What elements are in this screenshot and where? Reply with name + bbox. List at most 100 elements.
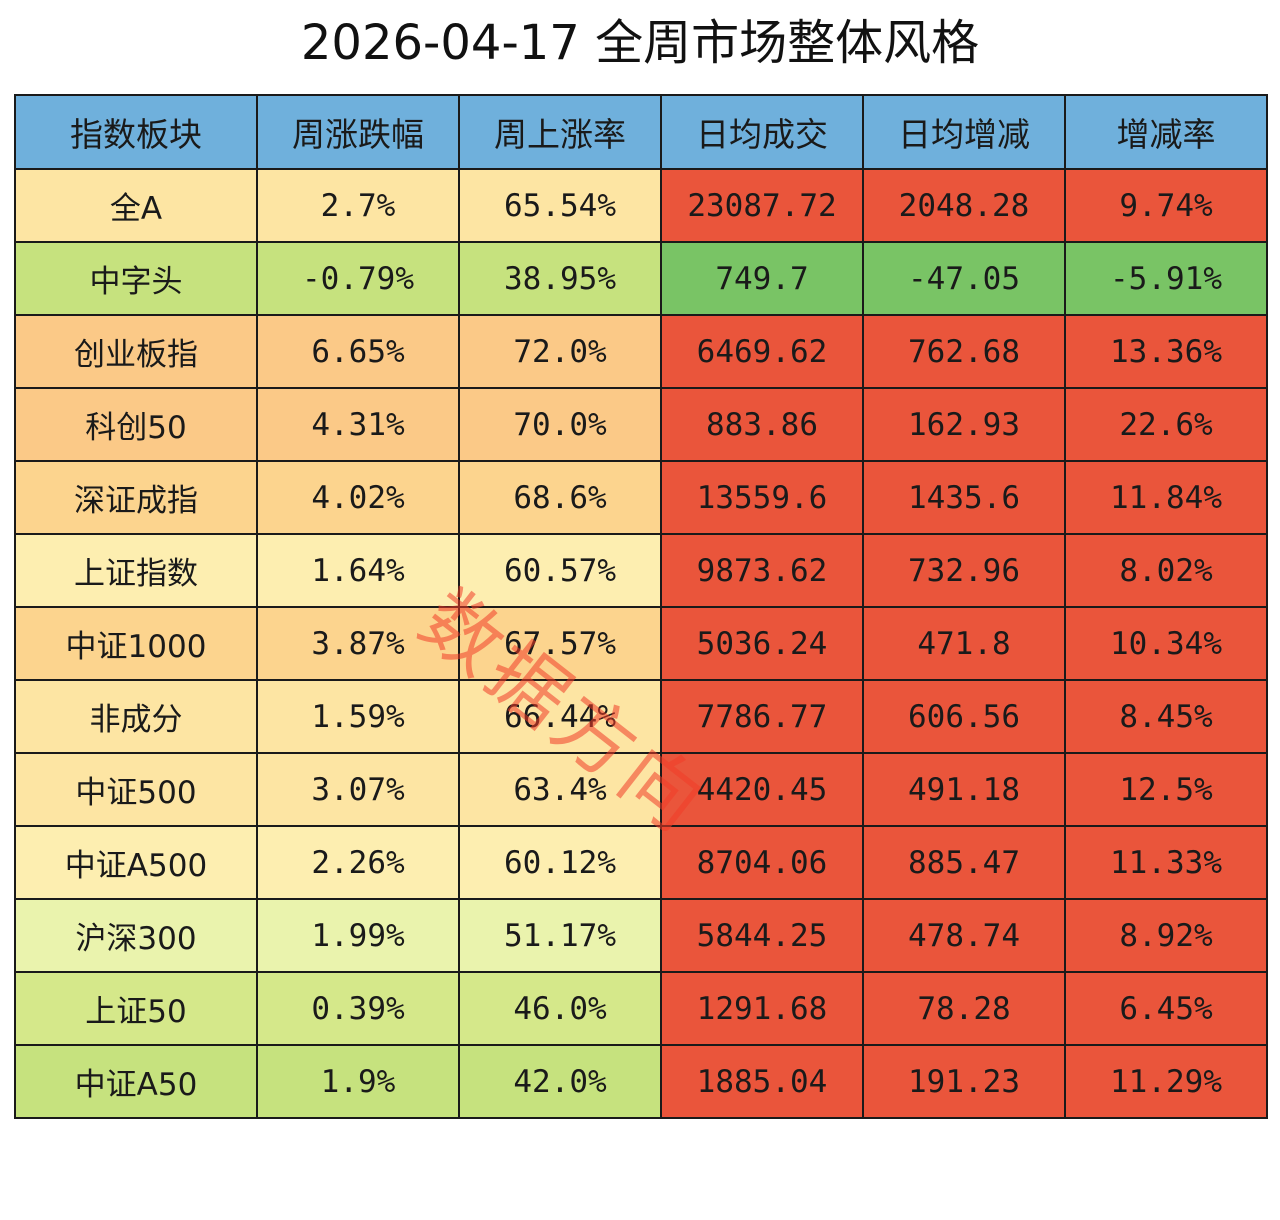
cell-delta-rate: 8.92% bbox=[1064, 898, 1268, 973]
cell-weekly-change: 3.07% bbox=[256, 752, 460, 827]
table-row: 全A 2.7% 65.54% 23087.72 2048.28 9.74% bbox=[14, 168, 1268, 243]
cell-delta-rate: 10.34% bbox=[1064, 606, 1268, 681]
table-row: 上证50 0.39% 46.0% 1291.68 78.28 6.45% bbox=[14, 971, 1268, 1046]
table-row: 中证500 3.07% 63.4% 4420.45 491.18 12.5% bbox=[14, 752, 1268, 827]
cell-avg-delta: 1435.6 bbox=[862, 460, 1066, 535]
cell-weekly-change: 2.7% bbox=[256, 168, 460, 243]
cell-index-name: 中证A50 bbox=[14, 1044, 258, 1119]
cell-avg-delta: -47.05 bbox=[862, 241, 1066, 316]
cell-index-name: 非成分 bbox=[14, 679, 258, 754]
header-index-sector: 指数板块 bbox=[14, 94, 258, 170]
table-row: 中字头 -0.79% 38.95% 749.7 -47.05 -5.91% bbox=[14, 241, 1268, 316]
cell-avg-volume: 883.86 bbox=[660, 387, 864, 462]
cell-weekly-change: 2.26% bbox=[256, 825, 460, 900]
cell-delta-rate: 11.84% bbox=[1064, 460, 1268, 535]
cell-delta-rate: 22.6% bbox=[1064, 387, 1268, 462]
cell-avg-delta: 606.56 bbox=[862, 679, 1066, 754]
cell-index-name: 上证50 bbox=[14, 971, 258, 1046]
cell-index-name: 沪深300 bbox=[14, 898, 258, 973]
cell-delta-rate: 11.33% bbox=[1064, 825, 1268, 900]
cell-index-name: 中证500 bbox=[14, 752, 258, 827]
cell-avg-volume: 13559.6 bbox=[660, 460, 864, 535]
header-delta-rate: 增减率 bbox=[1064, 94, 1268, 170]
table-header-row: 指数板块 周涨跌幅 周上涨率 日均成交 日均增减 增减率 bbox=[14, 94, 1268, 170]
cell-index-name: 科创50 bbox=[14, 387, 258, 462]
cell-weekly-up-rate: 66.44% bbox=[458, 679, 662, 754]
cell-weekly-change: 1.99% bbox=[256, 898, 460, 973]
cell-avg-volume: 1885.04 bbox=[660, 1044, 864, 1119]
cell-avg-delta: 491.18 bbox=[862, 752, 1066, 827]
cell-avg-delta: 2048.28 bbox=[862, 168, 1066, 243]
table-row: 中证A50 1.9% 42.0% 1885.04 191.23 11.29% bbox=[14, 1044, 1268, 1119]
cell-weekly-up-rate: 60.57% bbox=[458, 533, 662, 608]
cell-index-name: 上证指数 bbox=[14, 533, 258, 608]
table-row: 深证成指 4.02% 68.6% 13559.6 1435.6 11.84% bbox=[14, 460, 1268, 535]
cell-weekly-change: 1.64% bbox=[256, 533, 460, 608]
cell-weekly-up-rate: 38.95% bbox=[458, 241, 662, 316]
cell-weekly-change: 4.31% bbox=[256, 387, 460, 462]
table-body: 全A 2.7% 65.54% 23087.72 2048.28 9.74% 中字头 -0.79… bbox=[14, 168, 1268, 1119]
cell-index-name: 中字头 bbox=[14, 241, 258, 316]
cell-index-name: 创业板指 bbox=[14, 314, 258, 389]
cell-weekly-change: 0.39% bbox=[256, 971, 460, 1046]
cell-weekly-change: 1.9% bbox=[256, 1044, 460, 1119]
table-row: 非成分 1.59% 66.44% 7786.77 606.56 8.45% bbox=[14, 679, 1268, 754]
cell-avg-delta: 885.47 bbox=[862, 825, 1066, 900]
cell-weekly-up-rate: 51.17% bbox=[458, 898, 662, 973]
cell-avg-volume: 749.7 bbox=[660, 241, 864, 316]
table-row: 创业板指 6.65% 72.0% 6469.62 762.68 13.36% bbox=[14, 314, 1268, 389]
cell-avg-delta: 478.74 bbox=[862, 898, 1066, 973]
table-row: 上证指数 1.64% 60.57% 9873.62 732.96 8.02% bbox=[14, 533, 1268, 608]
cell-weekly-up-rate: 60.12% bbox=[458, 825, 662, 900]
cell-index-name: 中证1000 bbox=[14, 606, 258, 681]
cell-delta-rate: 8.45% bbox=[1064, 679, 1268, 754]
cell-weekly-change: -0.79% bbox=[256, 241, 460, 316]
cell-weekly-up-rate: 72.0% bbox=[458, 314, 662, 389]
cell-delta-rate: 12.5% bbox=[1064, 752, 1268, 827]
cell-weekly-change: 6.65% bbox=[256, 314, 460, 389]
table-row: 中证A500 2.26% 60.12% 8704.06 885.47 11.33% bbox=[14, 825, 1268, 900]
cell-avg-delta: 162.93 bbox=[862, 387, 1066, 462]
cell-weekly-change: 3.87% bbox=[256, 606, 460, 681]
cell-weekly-change: 4.02% bbox=[256, 460, 460, 535]
cell-avg-volume: 7786.77 bbox=[660, 679, 864, 754]
cell-avg-delta: 78.28 bbox=[862, 971, 1066, 1046]
page-title: 2026-04-17 全周市场整体风格 bbox=[300, 15, 980, 71]
cell-weekly-up-rate: 68.6% bbox=[458, 460, 662, 535]
cell-index-name: 中证A500 bbox=[14, 825, 258, 900]
cell-index-name: 全A bbox=[14, 168, 258, 243]
cell-delta-rate: -5.91% bbox=[1064, 241, 1268, 316]
cell-delta-rate: 8.02% bbox=[1064, 533, 1268, 608]
cell-avg-volume: 23087.72 bbox=[660, 168, 864, 243]
cell-avg-volume: 1291.68 bbox=[660, 971, 864, 1046]
cell-weekly-up-rate: 65.54% bbox=[458, 168, 662, 243]
header-avg-volume: 日均成交 bbox=[660, 94, 864, 170]
cell-weekly-up-rate: 46.0% bbox=[458, 971, 662, 1046]
cell-delta-rate: 6.45% bbox=[1064, 971, 1268, 1046]
cell-avg-volume: 5036.24 bbox=[660, 606, 864, 681]
cell-delta-rate: 9.74% bbox=[1064, 168, 1268, 243]
cell-delta-rate: 11.29% bbox=[1064, 1044, 1268, 1119]
cell-avg-delta: 762.68 bbox=[862, 314, 1066, 389]
cell-avg-delta: 191.23 bbox=[862, 1044, 1066, 1119]
market-style-table: 指数板块 周涨跌幅 周上涨率 日均成交 日均增减 增减率 全A 2.7% 65.54… bbox=[14, 94, 1268, 1119]
cell-weekly-up-rate: 67.57% bbox=[458, 606, 662, 681]
cell-avg-delta: 732.96 bbox=[862, 533, 1066, 608]
cell-weekly-change: 1.59% bbox=[256, 679, 460, 754]
cell-avg-volume: 8704.06 bbox=[660, 825, 864, 900]
cell-avg-delta: 471.8 bbox=[862, 606, 1066, 681]
header-avg-delta: 日均增减 bbox=[862, 94, 1066, 170]
cell-avg-volume: 4420.45 bbox=[660, 752, 864, 827]
cell-weekly-up-rate: 63.4% bbox=[458, 752, 662, 827]
cell-avg-volume: 9873.62 bbox=[660, 533, 864, 608]
table-row: 沪深300 1.99% 51.17% 5844.25 478.74 8.92% bbox=[14, 898, 1268, 973]
cell-index-name: 深证成指 bbox=[14, 460, 258, 535]
header-weekly-up-rate: 周上涨率 bbox=[458, 94, 662, 170]
cell-avg-volume: 5844.25 bbox=[660, 898, 864, 973]
table-row: 科创50 4.31% 70.0% 883.86 162.93 22.6% bbox=[14, 387, 1268, 462]
table-row: 中证1000 3.87% 67.57% 5036.24 471.8 10.34% bbox=[14, 606, 1268, 681]
cell-delta-rate: 13.36% bbox=[1064, 314, 1268, 389]
cell-weekly-up-rate: 70.0% bbox=[458, 387, 662, 462]
cell-weekly-up-rate: 42.0% bbox=[458, 1044, 662, 1119]
cell-avg-volume: 6469.62 bbox=[660, 314, 864, 389]
